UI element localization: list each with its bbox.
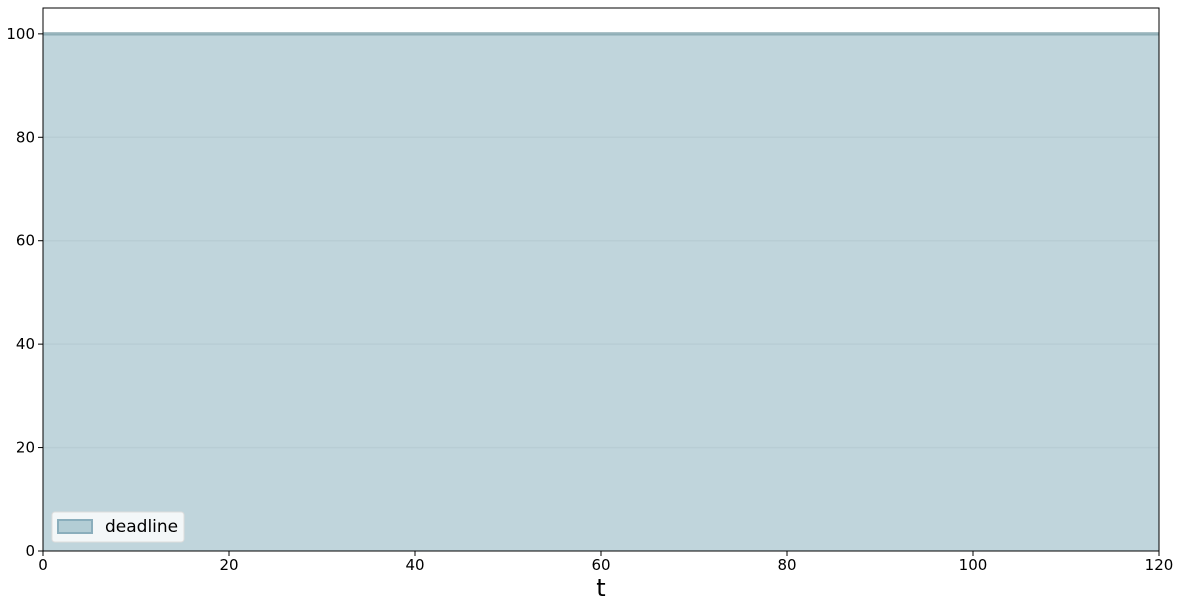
y-tick-label: 80 (16, 128, 35, 146)
x-tick-label: 120 (1145, 556, 1174, 574)
area-fill-deadline (43, 33, 1159, 552)
y-axis: 0 20 40 60 80 100 (6, 25, 43, 560)
legend-label-deadline: deadline (105, 517, 178, 537)
plot-area (42, 7, 1160, 552)
legend-swatch-deadline (57, 519, 93, 534)
y-tick-label: 40 (16, 335, 35, 353)
x-tick-label: 60 (591, 556, 610, 574)
x-tick-label: 80 (777, 556, 796, 574)
x-tick-label: 20 (219, 556, 238, 574)
x-tick-label: 100 (959, 556, 988, 574)
y-tick-label: 20 (16, 439, 35, 457)
legend: deadline (51, 511, 185, 543)
y-tick-label: 60 (16, 232, 35, 250)
x-tick-label: 0 (38, 556, 48, 574)
y-tick-label: 0 (25, 542, 35, 560)
x-tick-label: 40 (405, 556, 424, 574)
y-tick-label: 100 (6, 25, 35, 43)
x-axis-title: t (596, 574, 605, 602)
x-axis: 0 20 40 60 80 100 120 (38, 551, 1173, 574)
